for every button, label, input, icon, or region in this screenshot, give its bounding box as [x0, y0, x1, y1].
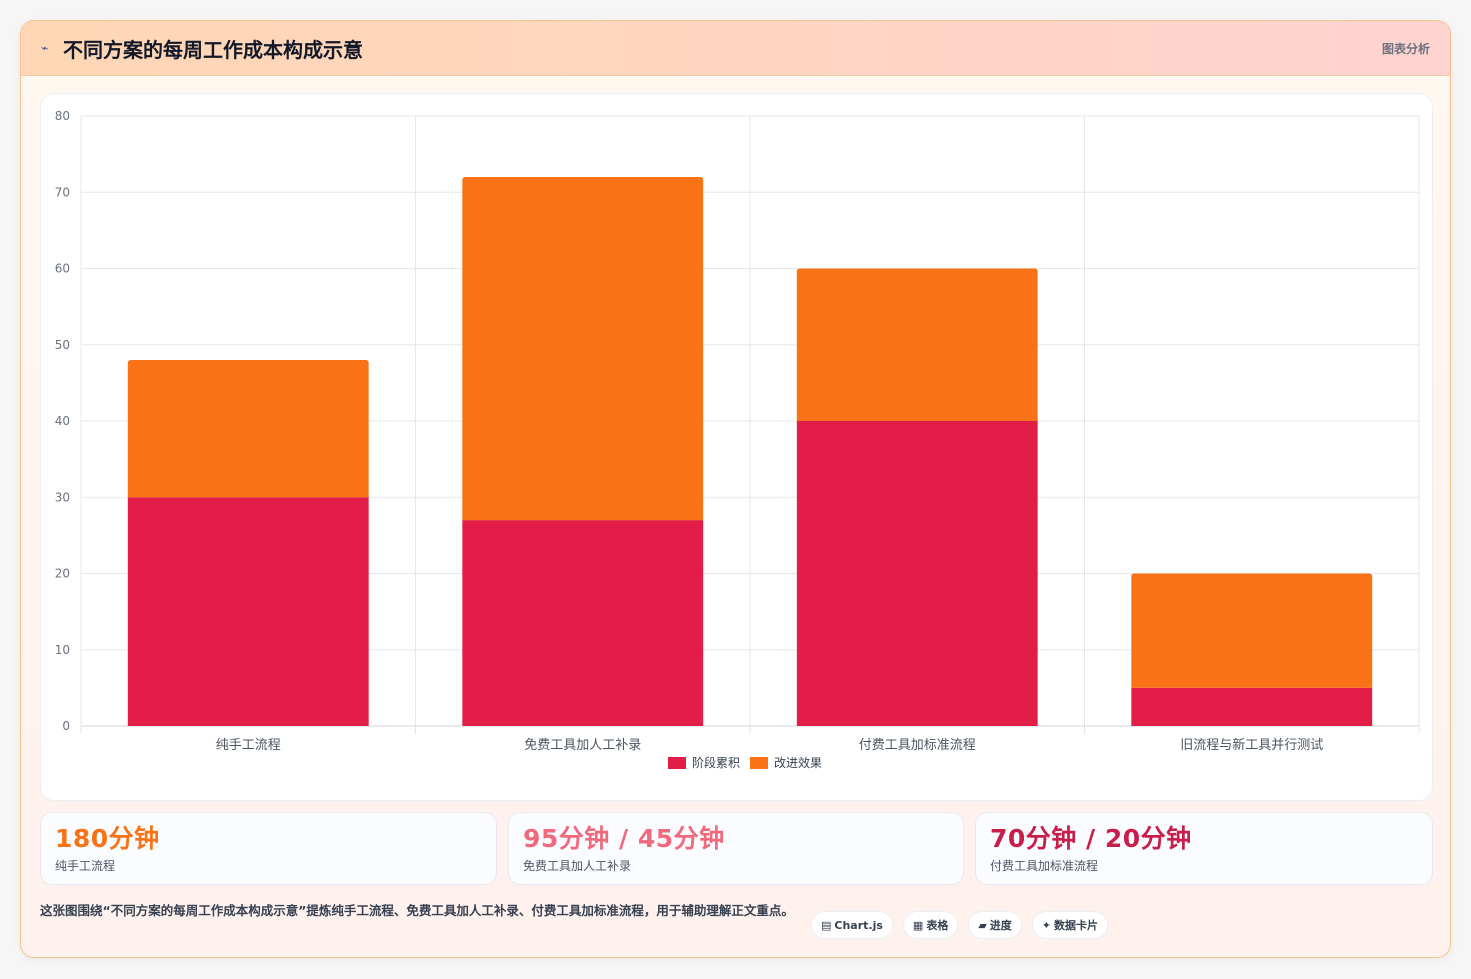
- stat-value: 70分钟 / 20分钟: [990, 824, 1192, 853]
- chart-container: 0 10 20 30 40 50 60 70 80 纯手工流程 免费工具加人工补录 付费工具加标准流程…: [40, 93, 1433, 801]
- pill-label: 数据卡片: [1054, 919, 1099, 932]
- chart-analysis-tag: 图表分析: [1381, 41, 1430, 56]
- pill-label: 表格: [926, 919, 949, 932]
- bar-segment: [1131, 687, 1373, 726]
- bar-segment: [796, 421, 1038, 726]
- x-tick-label: 旧流程与新工具并行测试: [1180, 737, 1323, 753]
- y-tick-label: 80: [55, 109, 70, 123]
- feature-pills: ▤ Chart.js ▦ 表格 ▰ 进度 ✦ 数据卡片: [811, 911, 1109, 939]
- card-header: ⌁ 不同方案的每周工作成本构成示意 图表分析: [21, 21, 1450, 76]
- y-tick-label: 20: [55, 567, 70, 581]
- y-tick-label: 50: [55, 338, 70, 352]
- bar-segment: [127, 497, 369, 726]
- chart-line-icon: ⌁: [41, 41, 49, 55]
- x-tick-label: 纯手工流程: [216, 738, 281, 753]
- table-icon: ▦: [912, 918, 924, 932]
- page-title: 不同方案的每周工作成本构成示意: [63, 37, 363, 62]
- stat-value: 180分钟: [55, 824, 160, 853]
- stat-card-free-tool: 95分钟 / 45分钟 免费工具加人工补录: [508, 812, 964, 885]
- pill-progress: ▰ 进度: [968, 911, 1022, 939]
- y-tick-label: 0: [62, 719, 70, 733]
- chart-description: 这张图围绕“不同方案的每周工作成本构成示意”提炼纯手工流程、免费工具加人工补录、…: [40, 903, 794, 918]
- legend-swatch: [668, 757, 686, 769]
- y-tick-label: 70: [55, 185, 70, 199]
- y-tick-label: 10: [55, 643, 70, 657]
- x-tick-label: 付费工具加标准流程: [859, 738, 976, 753]
- sparkle-icon: ✦: [1041, 918, 1052, 932]
- x-tick-label: 免费工具加人工补录: [524, 738, 641, 753]
- legend-swatch: [750, 757, 768, 769]
- stat-card-manual: 180分钟 纯手工流程: [40, 812, 497, 885]
- pill-label: Chart.js: [834, 918, 883, 932]
- legend-label: 阶段累积: [692, 755, 740, 770]
- chart-icon: ▤: [821, 918, 832, 932]
- bar-segment: [1131, 573, 1373, 688]
- progress-icon: ▰: [978, 918, 987, 932]
- bar-segment: [462, 520, 704, 726]
- y-tick-label: 60: [55, 262, 70, 276]
- bar-segment: [796, 268, 1038, 421]
- stat-label: 免费工具加人工补录: [523, 859, 632, 873]
- y-tick-label: 30: [55, 490, 70, 504]
- stacked-bar-chart: 0 10 20 30 40 50 60 70 80 纯手工流程 免费工具加人工补录 付费工具加标准流程…: [55, 109, 1420, 770]
- stat-label: 付费工具加标准流程: [990, 859, 1099, 873]
- bar-segment: [127, 360, 369, 498]
- y-tick-label: 40: [55, 414, 70, 428]
- pill-chartjs: ▤ Chart.js: [811, 911, 893, 939]
- stat-card-paid-tool: 70分钟 / 20分钟 付费工具加标准流程: [975, 812, 1433, 885]
- stat-label: 纯手工流程: [55, 859, 116, 873]
- bar-segment: [462, 177, 704, 521]
- pill-data-card: ✦ 数据卡片: [1031, 911, 1109, 939]
- stat-value: 95分钟 / 45分钟: [523, 824, 725, 853]
- pill-table: ▦ 表格: [902, 911, 959, 939]
- chart-card: ⌁ 不同方案的每周工作成本构成示意 图表分析 0 10 20 30 40 50 60 70 80…: [20, 20, 1451, 958]
- legend-label: 改进效果: [774, 755, 822, 770]
- pill-label: 进度: [989, 919, 1012, 932]
